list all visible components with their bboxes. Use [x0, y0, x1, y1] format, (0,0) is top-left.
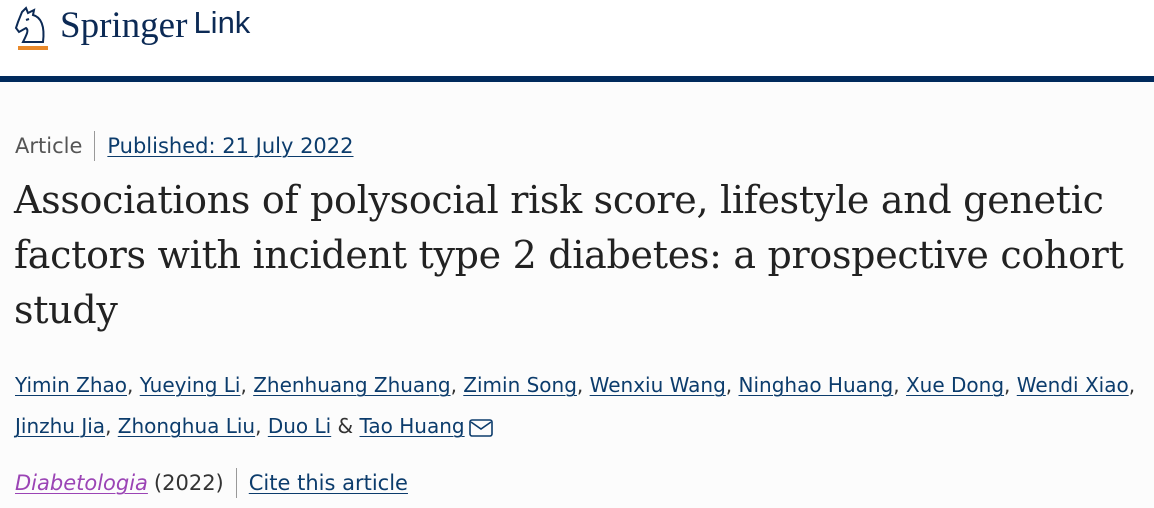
author-link[interactable]: Yueying Li — [139, 373, 241, 397]
article-meta: Article Published: 21 July 2022 — [15, 131, 354, 161]
journal-link[interactable]: Diabetologia — [15, 471, 148, 495]
author-link[interactable]: Ninghao Huang — [738, 373, 894, 397]
author-link[interactable]: Yimin Zhao — [15, 373, 128, 397]
divider — [235, 468, 237, 498]
journal-info: Diabetologia (2022) Cite this article — [15, 468, 408, 498]
author-link[interactable]: Wendi Xiao — [1016, 373, 1129, 397]
author-link[interactable]: Wenxiu Wang — [589, 373, 726, 397]
mail-icon[interactable] — [468, 410, 493, 451]
author-list: Yimin Zhao, Yueying Li, Zhenhuang Zhuang… — [15, 365, 1145, 451]
horse-head-icon — [14, 6, 48, 50]
article-title: Associations of polysocial risk score, l… — [14, 178, 1124, 332]
site-header: Springer Link — [0, 0, 1154, 76]
author-link[interactable]: Zhonghua Liu — [117, 414, 256, 438]
article-type: Article — [15, 134, 83, 158]
cite-article-link[interactable]: Cite this article — [248, 471, 408, 495]
author-link[interactable]: Zimin Song — [463, 373, 577, 397]
journal-year: (2022) — [153, 471, 224, 495]
author-link[interactable]: Jinzhu Jia — [15, 414, 106, 438]
header-divider — [0, 76, 1154, 82]
brand-suffix: Link — [193, 5, 251, 40]
published-date-link[interactable]: Published: 21 July 2022 — [107, 134, 354, 158]
brand-name: Springer — [60, 4, 188, 46]
author-link[interactable]: Tao Huang — [359, 414, 465, 438]
author-link[interactable]: Xue Dong — [905, 373, 1005, 397]
author-link[interactable]: Zhenhuang Zhuang — [253, 373, 451, 397]
springer-link-logo[interactable]: Springer Link — [14, 4, 251, 52]
author-link[interactable]: Duo Li — [267, 414, 332, 438]
divider — [94, 131, 96, 161]
